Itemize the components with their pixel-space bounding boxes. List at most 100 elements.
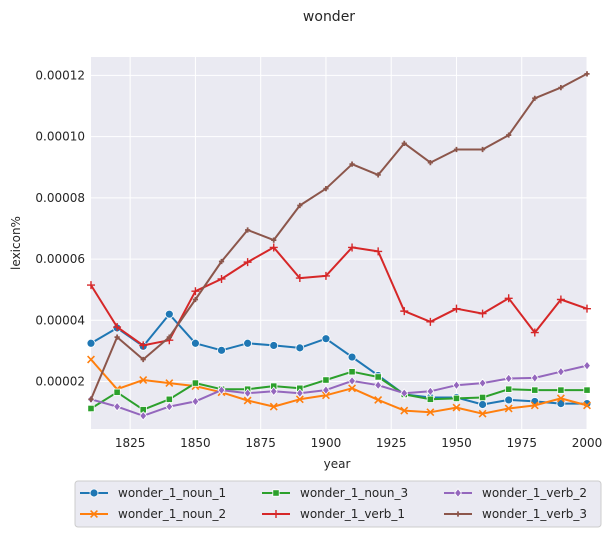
data-point [295, 388, 304, 399]
x-tick-label: 1900 [311, 436, 342, 450]
data-point [191, 338, 200, 348]
data-point [478, 378, 487, 388]
data-point [478, 409, 487, 418]
data-point [269, 243, 278, 252]
data-point [583, 386, 591, 394]
data-point [506, 132, 512, 138]
y-tick-label: 0.00012 [35, 68, 85, 82]
x-tick-label: 1875 [245, 436, 276, 450]
data-point [478, 400, 487, 409]
data-point [113, 388, 121, 396]
data-point [295, 274, 304, 283]
series-line [90, 358, 588, 415]
data-point [192, 296, 199, 303]
data-point [349, 161, 355, 167]
data-point [217, 385, 226, 395]
series-layer [86, 71, 592, 421]
data-point [556, 394, 565, 403]
plot-area [91, 57, 587, 429]
x-tick-label: 2000 [572, 436, 603, 450]
data-point [583, 304, 591, 313]
data-point [504, 294, 513, 303]
data-point [87, 355, 95, 364]
data-point [113, 323, 122, 332]
data-point [295, 395, 304, 404]
legend-entry: wonder_1_verb_3 [444, 507, 587, 521]
series-line [90, 364, 588, 417]
data-point [453, 146, 460, 153]
data-point [558, 85, 564, 91]
legend-entry: wonder_1_verb_1 [262, 507, 405, 521]
data-point [86, 338, 96, 348]
data-point [557, 386, 565, 394]
legend-marker [455, 511, 461, 517]
legend-label: wonder_1_verb_2 [482, 486, 587, 500]
legend-marker [90, 510, 98, 518]
y-axis-title: lexicon% [9, 216, 23, 270]
data-point [321, 271, 330, 280]
data-point [584, 71, 590, 77]
data-point [322, 385, 330, 395]
y-axis: 0.00002 0.00004 0.00006 0.00008 0.00010 0.000… [35, 68, 85, 388]
data-point [191, 379, 200, 387]
data-point [531, 386, 539, 394]
data-point [452, 304, 461, 313]
legend: wonder_1_noun_1 wonder_1_noun_2 wonder_1_n… [74, 480, 602, 528]
data-point [87, 404, 95, 413]
data-point [530, 401, 539, 410]
legend-marker [272, 489, 280, 497]
data-point [400, 388, 409, 399]
data-point [139, 341, 148, 350]
data-point [271, 237, 277, 243]
data-point [321, 334, 331, 344]
series-wonder_1_noun_3 [87, 368, 591, 414]
data-point [478, 309, 487, 318]
data-point [583, 401, 591, 410]
legend-label: wonder_1_verb_1 [300, 507, 405, 521]
data-point [452, 380, 461, 391]
series-line [90, 370, 587, 411]
data-point [374, 380, 383, 391]
data-point [556, 366, 565, 377]
data-point [426, 317, 435, 326]
data-point [374, 373, 382, 381]
series-wonder_1_verb_2 [87, 360, 591, 421]
data-point [217, 274, 226, 283]
x-tick-label: 1950 [441, 436, 472, 450]
legend-marker [272, 510, 280, 518]
data-point [165, 379, 174, 388]
data-point [478, 393, 487, 402]
data-point [321, 391, 330, 400]
data-point [243, 258, 252, 267]
data-point [556, 399, 566, 408]
data-point [532, 95, 538, 101]
y-tick-label: 0.00002 [35, 375, 85, 389]
series-wonder_1_noun_1 [86, 309, 592, 409]
data-point [400, 307, 409, 316]
data-point [114, 334, 120, 340]
x-axis-title: year [324, 457, 351, 471]
x-axis: 1825 1850 1875 1900 1925 1950 1975 2000 [115, 436, 602, 450]
data-point [530, 373, 539, 383]
data-point [504, 404, 513, 413]
data-point [583, 360, 591, 371]
data-point [243, 396, 252, 405]
legend-entry: wonder_1_noun_2 [80, 507, 226, 521]
data-point [375, 172, 381, 178]
data-point [88, 396, 94, 402]
data-point [426, 386, 435, 397]
legend-marker [89, 488, 99, 498]
data-point [530, 328, 539, 337]
legend-label: wonder_1_verb_3 [482, 507, 587, 521]
legend-entry: wonder_1_verb_2 [444, 486, 587, 500]
x-tick-label: 1825 [115, 436, 146, 450]
y-tick-label: 0.00010 [35, 130, 85, 144]
data-point [243, 388, 252, 399]
data-point [297, 202, 303, 209]
data-point [556, 295, 565, 304]
data-point [323, 186, 329, 192]
data-point [139, 410, 148, 421]
data-point [218, 258, 225, 265]
series-wonder_1_verb_3 [88, 71, 590, 402]
